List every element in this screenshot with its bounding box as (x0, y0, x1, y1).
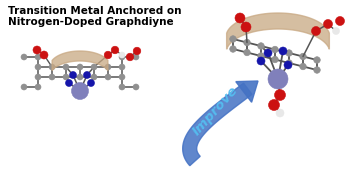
Circle shape (272, 56, 278, 63)
Circle shape (91, 64, 97, 70)
Circle shape (257, 57, 265, 65)
Text: Transition Metal Anchored on: Transition Metal Anchored on (8, 6, 182, 16)
Circle shape (83, 71, 91, 78)
Circle shape (35, 74, 41, 80)
Circle shape (230, 36, 236, 42)
Circle shape (335, 16, 344, 26)
Circle shape (21, 54, 27, 60)
Circle shape (284, 61, 292, 69)
Circle shape (286, 50, 292, 56)
Circle shape (63, 64, 69, 70)
Circle shape (119, 74, 125, 80)
Circle shape (258, 53, 264, 59)
Circle shape (70, 71, 77, 78)
Circle shape (21, 84, 27, 90)
Circle shape (244, 49, 250, 56)
Circle shape (71, 83, 88, 99)
Circle shape (119, 54, 125, 60)
Circle shape (269, 99, 279, 111)
Circle shape (49, 74, 55, 80)
Circle shape (119, 52, 125, 58)
Circle shape (63, 74, 69, 80)
Circle shape (300, 63, 306, 70)
Text: Improve: Improve (190, 84, 240, 138)
Circle shape (312, 26, 321, 36)
Circle shape (65, 80, 73, 87)
Circle shape (323, 19, 332, 29)
Circle shape (87, 80, 95, 87)
Circle shape (272, 46, 278, 53)
Circle shape (119, 84, 125, 90)
Circle shape (77, 64, 83, 70)
Circle shape (133, 84, 139, 90)
Circle shape (314, 67, 320, 73)
Circle shape (111, 46, 119, 54)
Circle shape (126, 53, 134, 61)
Circle shape (274, 90, 286, 101)
Circle shape (105, 74, 111, 80)
Circle shape (105, 64, 111, 70)
Circle shape (268, 69, 288, 89)
Circle shape (49, 64, 55, 70)
Circle shape (33, 46, 41, 54)
Circle shape (119, 64, 125, 70)
Circle shape (314, 57, 320, 63)
Circle shape (77, 74, 83, 80)
Polygon shape (236, 81, 258, 102)
Polygon shape (183, 83, 252, 166)
Circle shape (104, 51, 112, 59)
Circle shape (35, 84, 41, 90)
Polygon shape (227, 13, 329, 49)
Circle shape (264, 49, 272, 57)
Circle shape (35, 54, 41, 60)
Circle shape (279, 47, 287, 55)
Circle shape (241, 22, 251, 32)
Circle shape (286, 60, 292, 66)
Text: Nitrogen-Doped Graphdiyne: Nitrogen-Doped Graphdiyne (8, 17, 174, 27)
Circle shape (133, 47, 141, 55)
Polygon shape (52, 51, 108, 70)
Circle shape (332, 28, 339, 35)
Circle shape (258, 43, 264, 49)
Circle shape (276, 109, 284, 117)
Circle shape (91, 74, 97, 80)
Circle shape (35, 64, 41, 70)
Circle shape (133, 54, 139, 60)
Circle shape (40, 51, 48, 59)
Circle shape (230, 46, 236, 52)
Circle shape (235, 13, 245, 23)
Circle shape (244, 39, 250, 46)
Circle shape (300, 53, 306, 60)
